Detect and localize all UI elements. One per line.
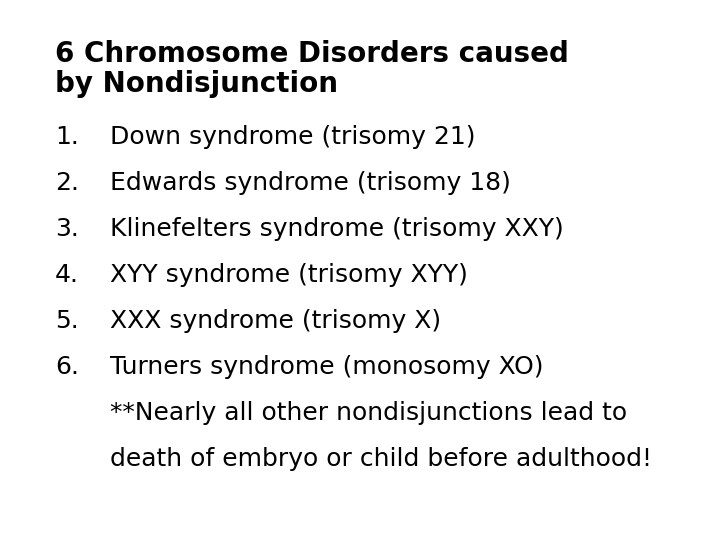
Text: 4.: 4. [55,263,79,287]
Text: Turners syndrome (monosomy XO): Turners syndrome (monosomy XO) [110,355,544,379]
Text: 6.: 6. [55,355,79,379]
Text: 1.: 1. [55,125,79,149]
Text: death of embryo or child before adulthood!: death of embryo or child before adulthoo… [110,447,652,471]
Text: 6 Chromosome Disorders caused: 6 Chromosome Disorders caused [55,40,569,68]
Text: Down syndrome (trisomy 21): Down syndrome (trisomy 21) [110,125,475,149]
Text: XXX syndrome (trisomy X): XXX syndrome (trisomy X) [110,309,441,333]
Text: by Nondisjunction: by Nondisjunction [55,70,338,98]
Text: 5.: 5. [55,309,78,333]
Text: 2.: 2. [55,171,79,195]
Text: Edwards syndrome (trisomy 18): Edwards syndrome (trisomy 18) [110,171,511,195]
Text: **Nearly all other nondisjunctions lead to: **Nearly all other nondisjunctions lead … [110,401,627,425]
Text: Klinefelters syndrome (trisomy XXY): Klinefelters syndrome (trisomy XXY) [110,217,564,241]
Text: XYY syndrome (trisomy XYY): XYY syndrome (trisomy XYY) [110,263,468,287]
Text: 3.: 3. [55,217,79,241]
